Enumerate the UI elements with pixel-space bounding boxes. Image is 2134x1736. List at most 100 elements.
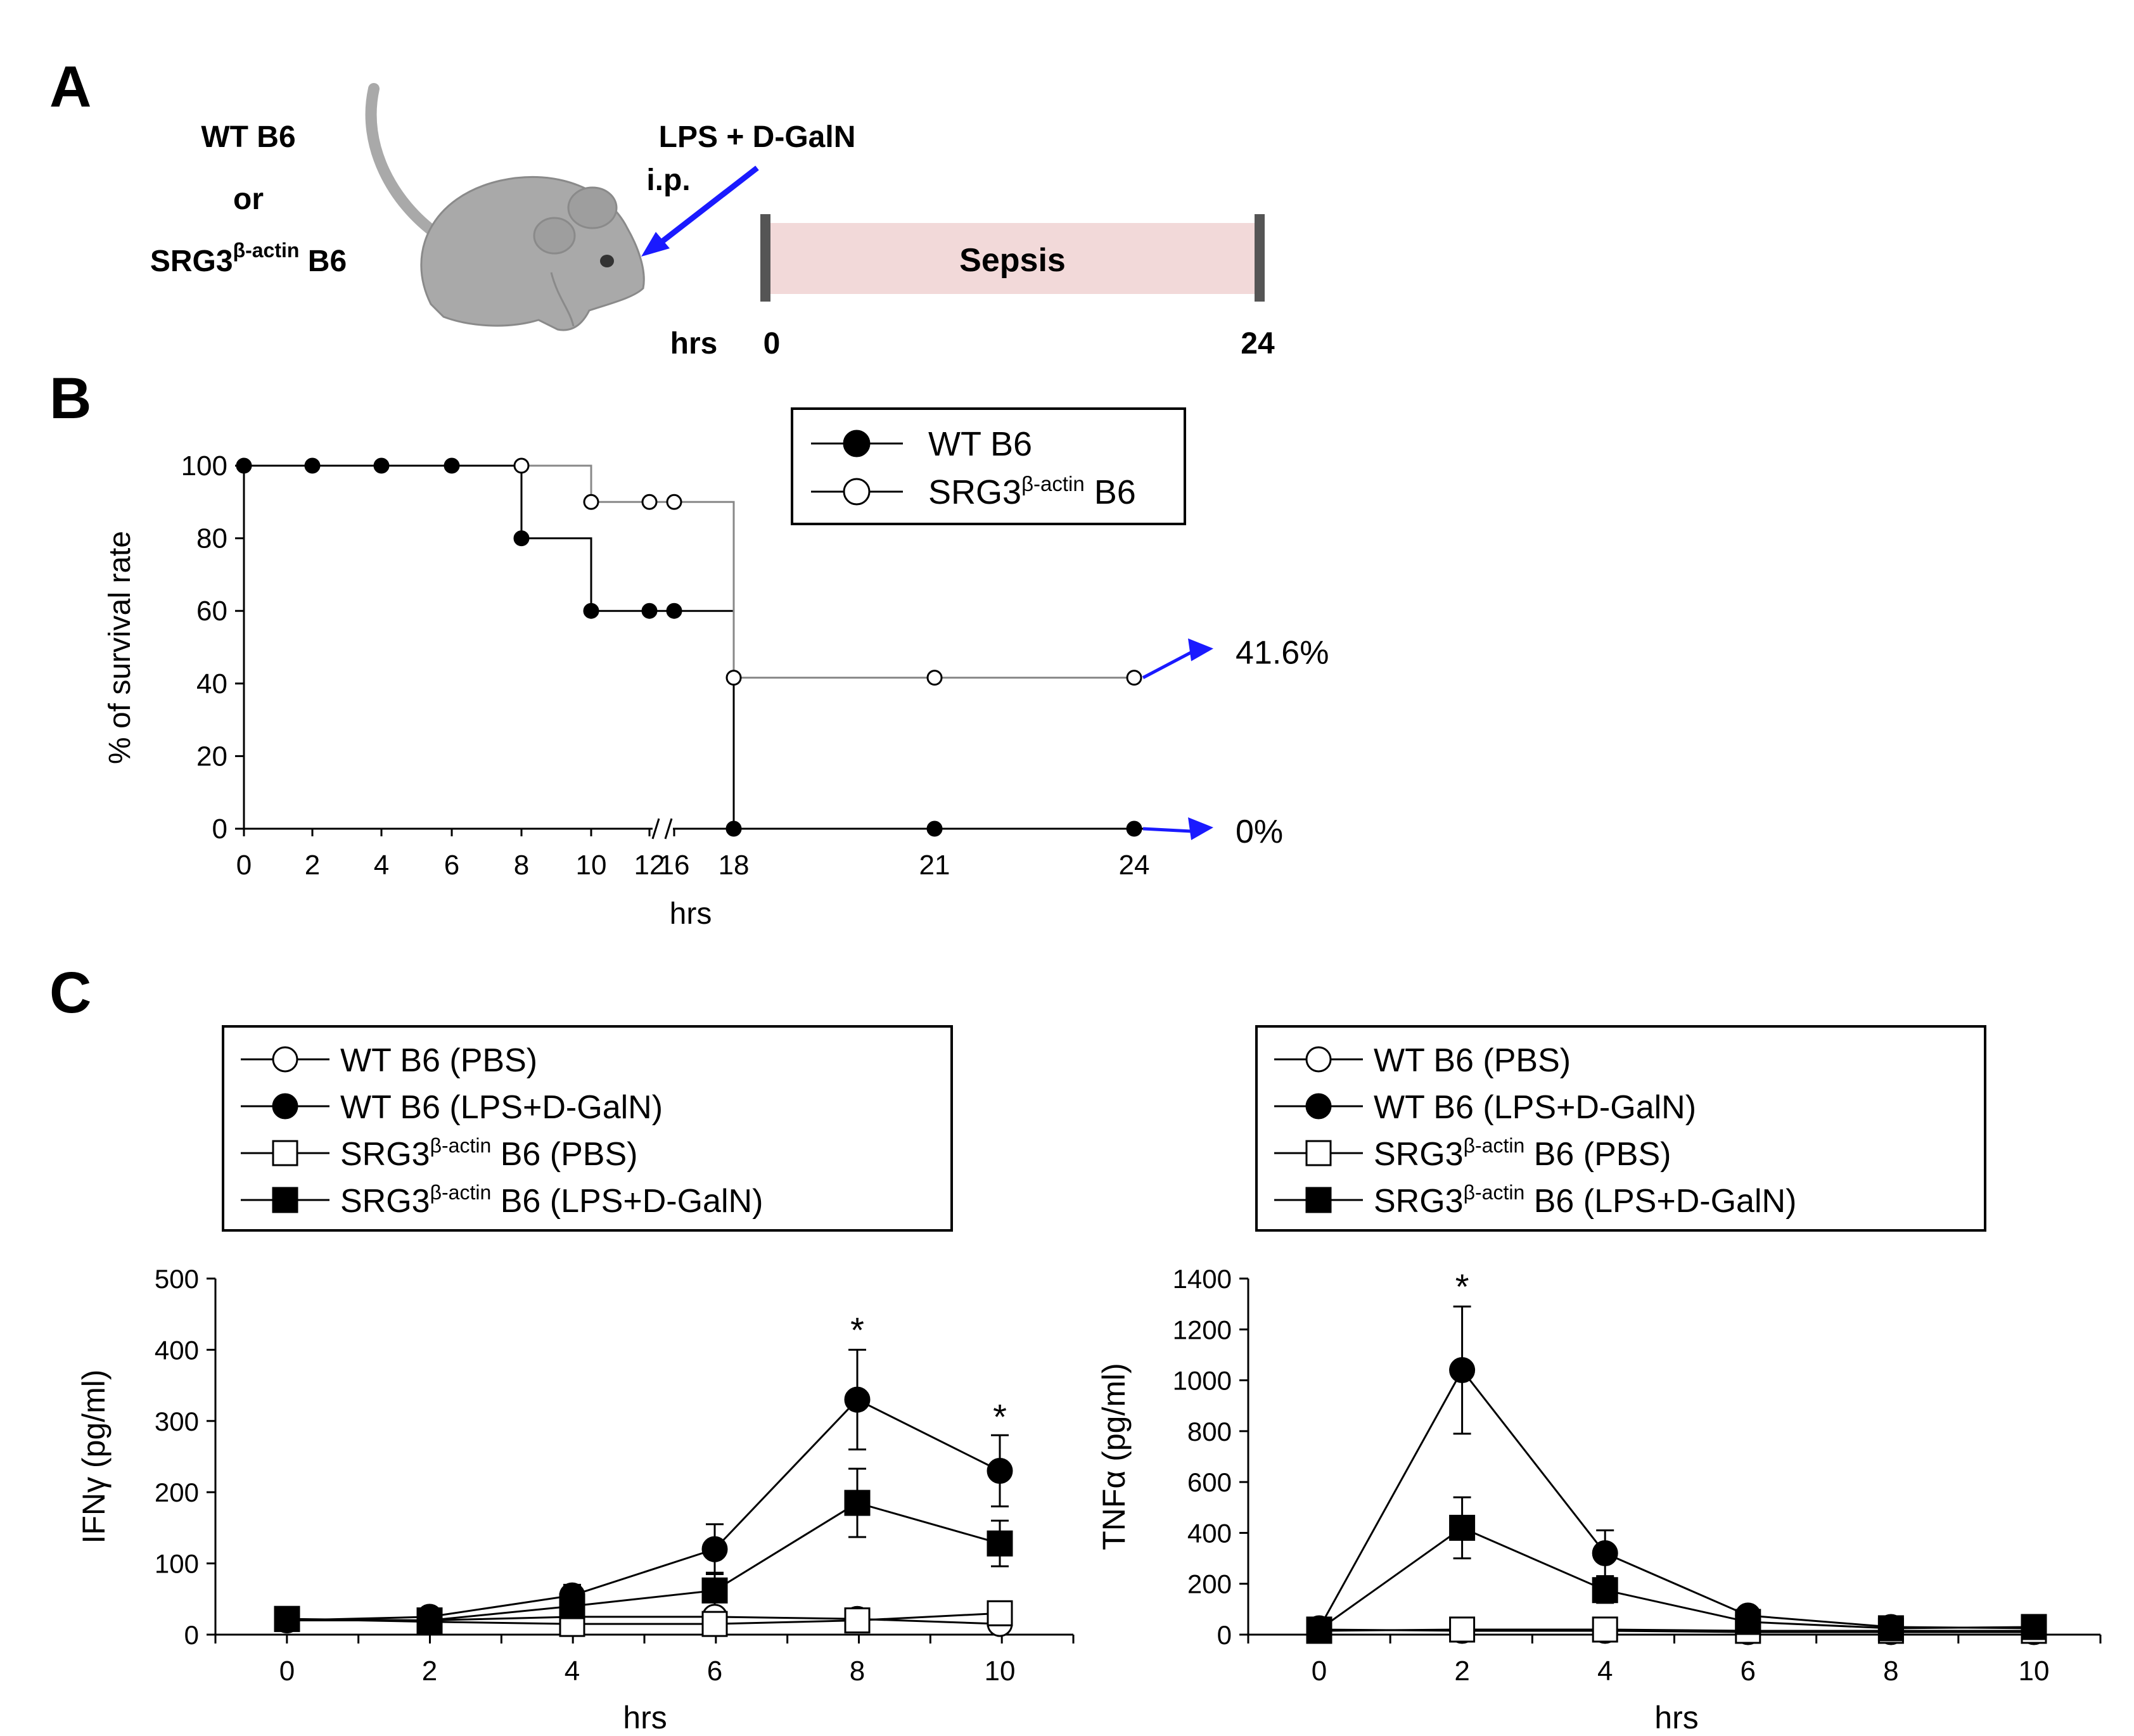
data-point: [987, 1600, 1013, 1626]
legend-label: WT B6: [928, 425, 1032, 463]
data-point: [701, 1611, 728, 1637]
y-tick-label: 100: [181, 450, 227, 482]
timeline-start-tick: [760, 214, 770, 302]
y-tick-label: 800: [1187, 1417, 1232, 1446]
data-point: [701, 1536, 728, 1562]
legend-label: SRG3β-actin B6 (LPS+D-GalN): [340, 1181, 763, 1220]
series-line: [1319, 1526, 2035, 1631]
data-point: [725, 670, 742, 686]
annotation-arrow-line: [1142, 827, 1192, 833]
sepsis-bar: [767, 223, 1258, 294]
data-point: [666, 603, 682, 619]
series-line: [286, 1502, 1000, 1622]
legend-label: SRG3β-actin B6 (PBS): [1374, 1134, 1671, 1173]
significance-marker: *: [850, 1310, 864, 1350]
injection-label: LPS + D-GalN: [659, 120, 856, 154]
legend-label-base: WT B6 (LPS+D-GalN): [340, 1089, 663, 1126]
x-tick-label: 10: [985, 1656, 1016, 1687]
y-tick-label: 400: [1187, 1518, 1232, 1548]
legend-label: WT B6 (PBS): [340, 1042, 537, 1079]
legend-label-base: SRG3: [340, 1183, 430, 1220]
series-line: [244, 464, 1134, 830]
legend-label-suffix: B6 (PBS): [491, 1136, 637, 1173]
mouse-icon: [365, 83, 645, 331]
x-tick-label: 6: [1741, 1656, 1756, 1687]
x-tick-label: 4: [1597, 1656, 1613, 1687]
timeline-unit-label: hrs: [670, 327, 718, 361]
y-tick-label: 400: [155, 1335, 199, 1365]
x-tick-label: 2: [1454, 1656, 1469, 1687]
data-point: [1449, 1514, 1476, 1541]
legend-marker: [1305, 1140, 1332, 1166]
legend-label-sup: β-actin: [430, 1181, 492, 1204]
x-tick-label: 21: [919, 850, 950, 881]
legend-label-base: SRG3: [1374, 1136, 1464, 1173]
legend-label: SRG3β-actin B6 (LPS+D-GalN): [1374, 1181, 1796, 1220]
x-tick-label: 6: [444, 850, 459, 881]
y-tick-label: 100: [155, 1549, 199, 1579]
data-point: [926, 820, 943, 837]
data-point: [1592, 1577, 1618, 1604]
y-tick-label: 200: [1187, 1569, 1232, 1599]
legend-label-suffix: B6 (PBS): [1524, 1136, 1671, 1173]
x-tick-label: 4: [565, 1656, 580, 1687]
legend-box: [222, 1025, 953, 1232]
data-point: [444, 457, 460, 474]
y-tick-label: 500: [155, 1264, 199, 1294]
legend-label-base: WT B6 (PBS): [1374, 1042, 1571, 1079]
legend-label-suffix: B6 (LPS+D-GalN): [1524, 1183, 1796, 1220]
series-line: [286, 1612, 1000, 1625]
legend-marker: [272, 1093, 298, 1120]
data-point: [725, 820, 742, 837]
x-tick-label: 0: [279, 1656, 295, 1687]
data-point: [1126, 670, 1142, 686]
x-tick-label: 2: [422, 1656, 437, 1687]
x-tick-label: 8: [1883, 1656, 1898, 1687]
data-point: [987, 1457, 1013, 1484]
data-point: [2021, 1614, 2047, 1640]
x-axis-title: hrs: [1654, 1700, 1698, 1735]
panel-label-b: B: [49, 366, 91, 431]
legend-label-suffix: B6: [1085, 473, 1136, 511]
ifng-chart: WT B6 (PBS) WT B6 (LPS+D-GalN) SRG3β-actin…: [76, 1025, 1075, 1735]
x-tick-label: 16: [659, 850, 690, 881]
panel-label-c: C: [49, 961, 91, 1025]
legend-marker: [272, 1187, 298, 1213]
data-point: [1306, 1616, 1332, 1643]
y-tick-label: 0: [1217, 1620, 1232, 1650]
legend-label: SRG3β-actin B6: [928, 472, 1136, 511]
series-line: [286, 1398, 1000, 1622]
legend-marker: [1305, 1187, 1332, 1213]
legend-label: WT B6 (LPS+D-GalN): [340, 1089, 663, 1126]
y-tick-label: 1200: [1173, 1315, 1232, 1344]
legend-marker: [1305, 1046, 1332, 1073]
y-tick-label: 1400: [1173, 1264, 1232, 1294]
annotation-arrow-line: [1142, 651, 1192, 679]
group-srg3-label: SRG3β-actin B6: [150, 239, 347, 278]
legend-label-sup: β-actin: [1021, 472, 1085, 495]
legend-label-base: WT B6 (LPS+D-GalN): [1374, 1089, 1696, 1126]
legend: WT B6 (PBS) WT B6 (LPS+D-GalN) SRG3β-actin…: [1255, 1025, 1986, 1232]
data-point: [416, 1607, 443, 1634]
x-tick-label: 0: [236, 850, 252, 881]
data-point: [1449, 1357, 1476, 1384]
y-tick-label: 600: [1187, 1467, 1232, 1497]
x-tick-label: 4: [374, 850, 389, 881]
tnfa-chart: WT B6 (PBS) WT B6 (LPS+D-GalN) SRG3β-actin…: [1096, 1025, 2102, 1735]
y-tick-label: 40: [196, 668, 227, 699]
x-tick-label: 12: [634, 850, 665, 881]
axis-break-mark: [651, 818, 660, 839]
series-line: [1319, 1628, 2034, 1632]
data-point: [641, 494, 658, 510]
legend-marker: [272, 1140, 298, 1166]
data-point: [1877, 1615, 1904, 1642]
data-point: [844, 1607, 871, 1634]
legend-label-sup: β-actin: [1464, 1134, 1525, 1157]
y-tick-label: 60: [196, 596, 227, 627]
x-axis-title: hrs: [670, 897, 712, 931]
legend-label-sup: β-actin: [1464, 1181, 1525, 1204]
annotation-label: 0%: [1236, 814, 1283, 850]
significance-marker: *: [993, 1397, 1007, 1437]
